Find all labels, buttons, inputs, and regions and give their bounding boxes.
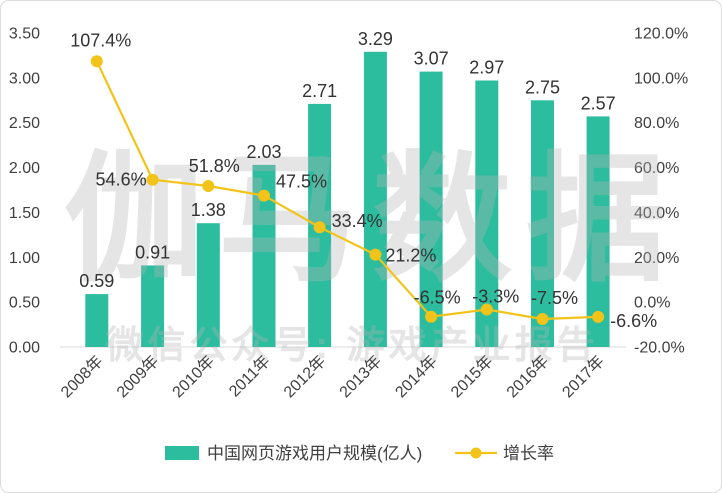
watermark: 伽马数据 微信公众号: 游戏产业报告 (64, 141, 680, 367)
bar-value-label: 3.07 (414, 49, 449, 69)
right-axis-tick-label: 120.0% (634, 26, 688, 43)
bar-8 (475, 80, 499, 347)
bar-1 (85, 294, 109, 347)
left-axis-tick-label: 3.50 (9, 26, 40, 43)
growth-rate-marker-2 (146, 173, 159, 186)
right-y-axis: -20.0% 0.0% 20.0% 40.0% 60.0% 80.0% 100.0% 120.… (634, 26, 688, 357)
right-axis-tick-label: 20.0% (634, 250, 679, 267)
bar-value-label: 2.03 (246, 142, 281, 162)
right-axis-tick-label: 40.0% (634, 205, 679, 222)
growth-rate-marker-3 (202, 180, 215, 192)
watermark-sub-text: 微信公众号: 游戏产业报告 (104, 325, 598, 367)
bar-9 (531, 100, 554, 347)
legend-label-line: 增长率 (503, 444, 554, 463)
bar-2 (141, 265, 165, 347)
bar-value-label: 3.29 (358, 29, 393, 49)
bar-value-label: 1.38 (191, 200, 226, 220)
growth-rate-marker-9 (536, 313, 549, 325)
line-data-labels: 107.4% 54.6% 51.8% 47.5%33.4%21.2% -6.5% -3.3… (70, 30, 657, 331)
bar-value-label: 2.75 (525, 77, 560, 97)
right-axis-tick-label: 0.0% (634, 295, 670, 312)
right-axis-tick-label: 80.0% (634, 115, 679, 132)
bar-data-labels: 0.59 0.91 1.38 2.03 2.71 3.29 3.07 2.97 2.75 2.57 (79, 29, 615, 291)
growth-rate-label: 107.4% (70, 30, 131, 50)
growth-rate-label: 33.4% (332, 211, 383, 231)
growth-rate-marker-1 (90, 55, 103, 68)
right-axis-tick-label: 60.0% (634, 160, 679, 177)
growth-rate-label: 51.8% (189, 156, 240, 176)
growth-rate-label: -3.3% (472, 287, 519, 307)
growth-rate-marker-4 (258, 189, 270, 202)
bar-value-label: 2.97 (469, 58, 504, 78)
left-axis-tick-label: 0.00 (9, 340, 40, 357)
bar-10 (586, 116, 610, 348)
legend-label-bar: 中国网页游戏用户规模(亿人) (207, 444, 422, 463)
bar-value-label: 0.59 (79, 271, 114, 291)
right-axis-tick-label: 100.0% (634, 70, 688, 87)
legend: 中国网页游戏用户规模(亿人) 增长率 (165, 444, 554, 463)
growth-rate-label: 47.5% (276, 172, 327, 192)
growth-rate-marker-10 (592, 310, 605, 323)
bar-4 (252, 164, 276, 347)
watermark-main-text: 伽马数据 (64, 141, 680, 298)
left-axis-tick-label: 1.00 (9, 250, 40, 267)
bar-value-label: 2.71 (302, 81, 337, 101)
growth-rate-marker-8 (480, 303, 493, 316)
line-series (90, 55, 605, 325)
growth-rate-label: -6.6% (610, 311, 657, 331)
left-axis-tick-label: 0.50 (9, 295, 40, 312)
left-axis-tick-label: 2.50 (9, 115, 40, 132)
bar-value-label: 2.57 (581, 93, 616, 113)
growth-rate-label: 54.6% (96, 170, 147, 190)
growth-rate-label: -7.5% (531, 288, 578, 308)
right-axis-tick-label: -20.0% (634, 340, 685, 357)
legend-marker-line (470, 447, 482, 459)
growth-rate-line (95, 60, 599, 321)
growth-rate-marker-5 (313, 221, 326, 234)
bar-3 (196, 223, 220, 347)
legend-swatch-bar (165, 446, 199, 460)
growth-rate-label: 21.2% (385, 246, 436, 266)
bar-7 (419, 71, 443, 347)
bar-6 (363, 51, 387, 348)
left-axis-tick-label: 2.00 (9, 160, 40, 177)
growth-rate-marker-7 (425, 310, 438, 323)
left-axis-tick-label: 3.00 (9, 70, 40, 87)
growth-rate-label: -6.5% (414, 288, 461, 308)
bar-value-label: 0.91 (135, 242, 170, 262)
left-y-axis: 0.00 0.50 1.00 1.50 2.00 2.50 3.00 3.50 (9, 26, 40, 357)
growth-rate-marker-6 (369, 248, 382, 261)
left-axis-tick-label: 1.50 (9, 205, 40, 222)
bar-series (85, 51, 610, 348)
